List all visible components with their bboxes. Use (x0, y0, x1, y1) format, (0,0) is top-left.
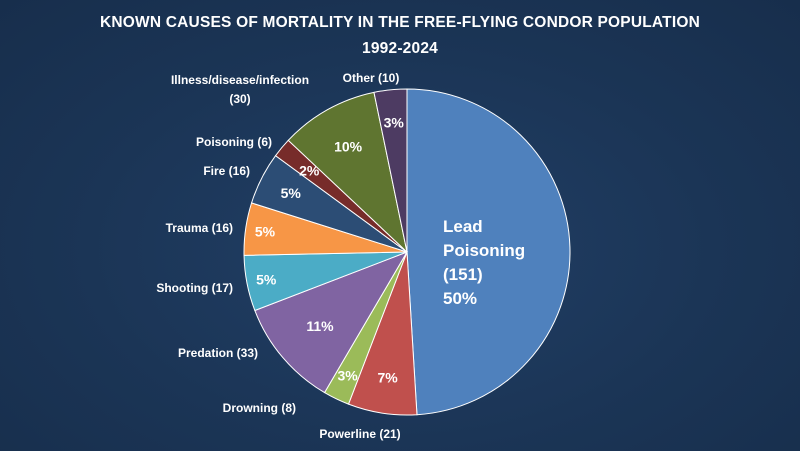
category-label-predation: Predation (33) (178, 346, 258, 360)
pie-slice-other (373, 88, 408, 253)
slice-percent-lead-poisoning: 50% (443, 289, 477, 308)
slice-label-lead-poisoning-line-3: (151) (443, 265, 483, 284)
slice-percent-predation: 11% (306, 318, 334, 334)
slice-percent-illness-disease-infection: 10% (334, 139, 363, 155)
slice-percent-drowning: 3% (337, 367, 358, 383)
slice-label-lead-poisoning-line-2: Poisoning (443, 241, 525, 260)
pie-slice-lead-poisoning (406, 88, 571, 416)
chart-title: KNOWN CAUSES OF MORTALITY IN THE FREE-FL… (100, 14, 700, 31)
pie-slice-illness-disease-infection (287, 91, 408, 254)
category-label-illness-disease-infection-line-1: Illness/disease/infection (171, 73, 309, 87)
category-label-illness-disease-infection-line-2: (30) (229, 92, 250, 106)
chart-title-block: KNOWN CAUSES OF MORTALITY IN THE FREE-FL… (0, 10, 800, 62)
category-label-other: Other (10) (343, 71, 400, 85)
category-label-fire: Fire (16) (203, 164, 250, 178)
slice-percent-fire: 5% (281, 185, 302, 201)
slice-percent-poisoning: 2% (299, 163, 320, 179)
chart-subtitle: 1992-2024 (362, 40, 438, 57)
slice-percent-powerline: 7% (378, 370, 399, 386)
category-label-drowning: Drowning (8) (223, 401, 296, 415)
slice-label-lead-poisoning-line-1: Lead (443, 217, 483, 236)
slice-percent-other: 3% (384, 114, 405, 130)
slice-percent-shooting: 5% (256, 272, 277, 288)
slice-percent-trauma: 5% (255, 224, 276, 240)
category-label-powerline: Powerline (21) (319, 427, 400, 441)
category-label-poisoning: Poisoning (6) (196, 135, 272, 149)
pie-slice-predation (254, 251, 409, 394)
category-label-shooting: Shooting (17) (156, 281, 233, 295)
category-label-trauma: Trauma (16) (166, 221, 233, 235)
